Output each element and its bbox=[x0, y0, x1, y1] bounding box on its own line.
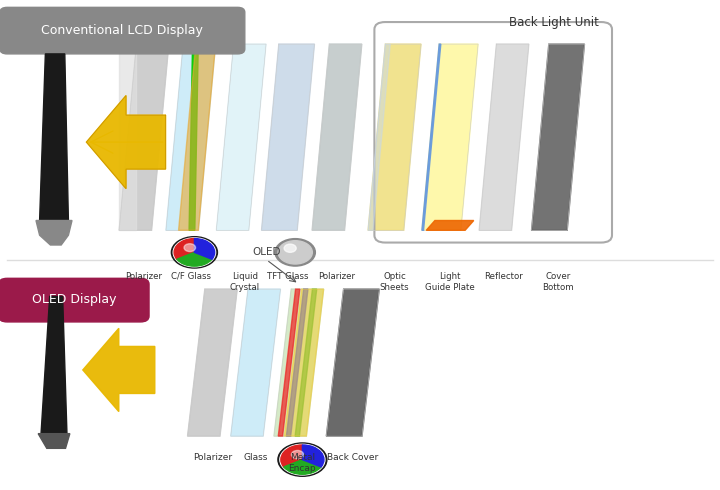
Text: Back Light Unit: Back Light Unit bbox=[510, 16, 599, 28]
Text: Back Cover: Back Cover bbox=[327, 453, 379, 462]
Polygon shape bbox=[422, 44, 441, 230]
Polygon shape bbox=[187, 289, 238, 436]
Text: Conventional LCD Display: Conventional LCD Display bbox=[42, 24, 203, 37]
FancyBboxPatch shape bbox=[0, 7, 245, 54]
Polygon shape bbox=[295, 289, 317, 436]
Polygon shape bbox=[38, 434, 70, 448]
Polygon shape bbox=[41, 296, 67, 434]
Polygon shape bbox=[287, 289, 308, 436]
Text: TFT Glass: TFT Glass bbox=[267, 272, 309, 281]
Polygon shape bbox=[312, 44, 362, 230]
Polygon shape bbox=[120, 44, 137, 230]
Text: Liquid
Crystal: Liquid Crystal bbox=[230, 272, 260, 292]
Polygon shape bbox=[480, 44, 528, 230]
Wedge shape bbox=[281, 445, 302, 467]
Polygon shape bbox=[166, 44, 216, 230]
Polygon shape bbox=[278, 289, 300, 436]
Text: Glass: Glass bbox=[243, 453, 268, 462]
Text: OLED: OLED bbox=[252, 247, 281, 257]
Wedge shape bbox=[302, 445, 324, 467]
Wedge shape bbox=[174, 239, 194, 259]
Circle shape bbox=[278, 443, 327, 476]
FancyBboxPatch shape bbox=[0, 278, 149, 322]
Wedge shape bbox=[284, 460, 321, 474]
Circle shape bbox=[275, 239, 315, 266]
Circle shape bbox=[174, 238, 215, 267]
Circle shape bbox=[278, 241, 312, 264]
Polygon shape bbox=[368, 44, 421, 230]
Polygon shape bbox=[368, 44, 390, 230]
Circle shape bbox=[284, 244, 296, 252]
Polygon shape bbox=[531, 44, 585, 230]
Text: C/F Glass: C/F Glass bbox=[171, 272, 211, 281]
Text: OLED Display: OLED Display bbox=[32, 294, 117, 306]
Polygon shape bbox=[216, 44, 266, 230]
Polygon shape bbox=[230, 289, 281, 436]
Polygon shape bbox=[422, 44, 478, 230]
Text: Light
Guide Plate: Light Guide Plate bbox=[425, 272, 475, 292]
Polygon shape bbox=[40, 54, 68, 221]
Text: Cover
Bottom: Cover Bottom bbox=[542, 272, 574, 292]
Polygon shape bbox=[189, 44, 198, 230]
Circle shape bbox=[292, 450, 304, 459]
Polygon shape bbox=[284, 289, 324, 436]
Polygon shape bbox=[179, 44, 216, 230]
Text: Metal
Encap: Metal Encap bbox=[289, 453, 316, 473]
Polygon shape bbox=[120, 44, 168, 230]
Text: Polarizer: Polarizer bbox=[125, 272, 163, 281]
Polygon shape bbox=[426, 220, 474, 230]
Circle shape bbox=[280, 444, 325, 475]
Circle shape bbox=[184, 244, 196, 251]
Text: Polarizer: Polarizer bbox=[318, 272, 356, 281]
Text: Reflector: Reflector bbox=[485, 272, 523, 281]
Polygon shape bbox=[274, 289, 324, 436]
Polygon shape bbox=[261, 44, 315, 230]
Polygon shape bbox=[83, 328, 155, 412]
Text: Polarizer: Polarizer bbox=[193, 453, 232, 462]
Wedge shape bbox=[194, 239, 215, 259]
Polygon shape bbox=[326, 289, 379, 436]
Polygon shape bbox=[86, 96, 166, 189]
Polygon shape bbox=[36, 220, 72, 245]
Circle shape bbox=[171, 237, 217, 268]
Wedge shape bbox=[177, 252, 212, 266]
Text: Optic
Sheets: Optic Sheets bbox=[379, 272, 410, 292]
